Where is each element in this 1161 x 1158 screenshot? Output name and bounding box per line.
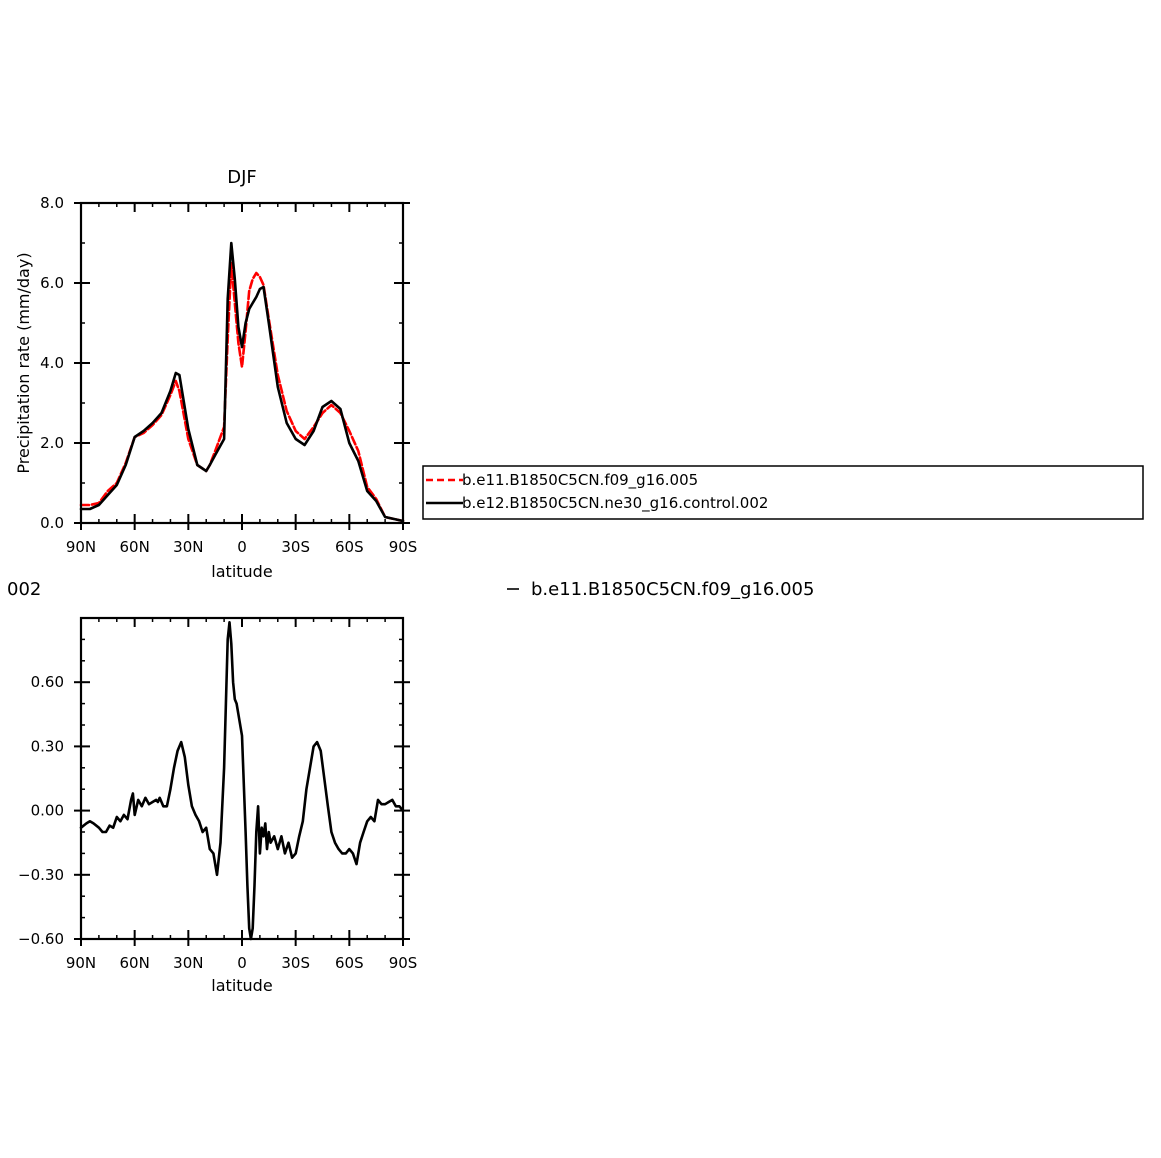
series-line-2 — [79, 241, 405, 523]
y-tick-label: 0.60 — [31, 673, 64, 691]
x-tick-label: 0 — [237, 538, 247, 556]
y-tick-label: 4.0 — [40, 354, 64, 372]
bottom-line-chart: latitude 90N 60N 30N 0 30S 60S 90S 0.60 0.30 0.00… — [18, 616, 418, 995]
legend-box — [422, 465, 1144, 520]
top-line-chart: DJF Precipitation rate (mm/day) latitude… — [14, 167, 417, 581]
axis-ticks: 90N 60N 30N 0 30S 60S 90S 0.0 2.0 4.0 6.0 8.0 — [40, 194, 417, 556]
partial-title-right: b.e11.B1850C5CN.f09_g16.005 — [531, 579, 814, 600]
x-tick-label: 90N — [66, 954, 96, 972]
x-tick-label: 60S — [335, 538, 364, 556]
partial-title-left: 002 — [7, 579, 41, 600]
x-tick-label: 0 — [237, 954, 247, 972]
y-tick-label: 0.30 — [31, 737, 64, 755]
x-tick-label: 60S — [335, 954, 364, 972]
x-tick-label: 60N — [120, 538, 150, 556]
x-axis-label: latitude — [211, 562, 272, 581]
y-tick-label: −0.30 — [18, 866, 64, 884]
legend: b.e11.B1850C5CN.f09_g16.005 b.e12.B1850C… — [422, 465, 1144, 520]
x-tick-label: 30S — [281, 954, 310, 972]
y-tick-label: 0.0 — [40, 514, 64, 532]
legend-label: b.e12.B1850C5CN.ne30_g16.control.002 — [462, 494, 768, 513]
y-tick-label: 0.00 — [31, 802, 64, 820]
y-tick-label: 2.0 — [40, 434, 64, 452]
x-axis-label: latitude — [211, 976, 272, 995]
x-tick-label: 90N — [66, 538, 96, 556]
series-group — [79, 620, 405, 941]
series-line-1 — [79, 261, 405, 523]
x-tick-label: 30N — [173, 954, 203, 972]
plot-frame — [79, 616, 405, 941]
y-tick-label: −0.60 — [18, 930, 64, 948]
legend-label: b.e11.B1850C5CN.f09_g16.005 — [462, 471, 698, 490]
chart-title: DJF — [227, 167, 257, 188]
x-tick-label: 30N — [173, 538, 203, 556]
x-tick-label: 90S — [389, 954, 418, 972]
axis-ticks: 90N 60N 30N 0 30S 60S 90S 0.60 0.30 0.00 −0.30 −0.6… — [18, 617, 418, 972]
series-group — [79, 241, 405, 523]
series-line-1 — [79, 620, 405, 941]
x-tick-label: 60N — [120, 954, 150, 972]
y-tick-label: 6.0 — [40, 274, 64, 292]
x-tick-label: 30S — [281, 538, 310, 556]
x-tick-label: 90S — [389, 538, 418, 556]
plot-frame — [79, 201, 405, 525]
y-tick-label: 8.0 — [40, 194, 64, 212]
y-axis-label: Precipitation rate (mm/day) — [14, 252, 33, 473]
